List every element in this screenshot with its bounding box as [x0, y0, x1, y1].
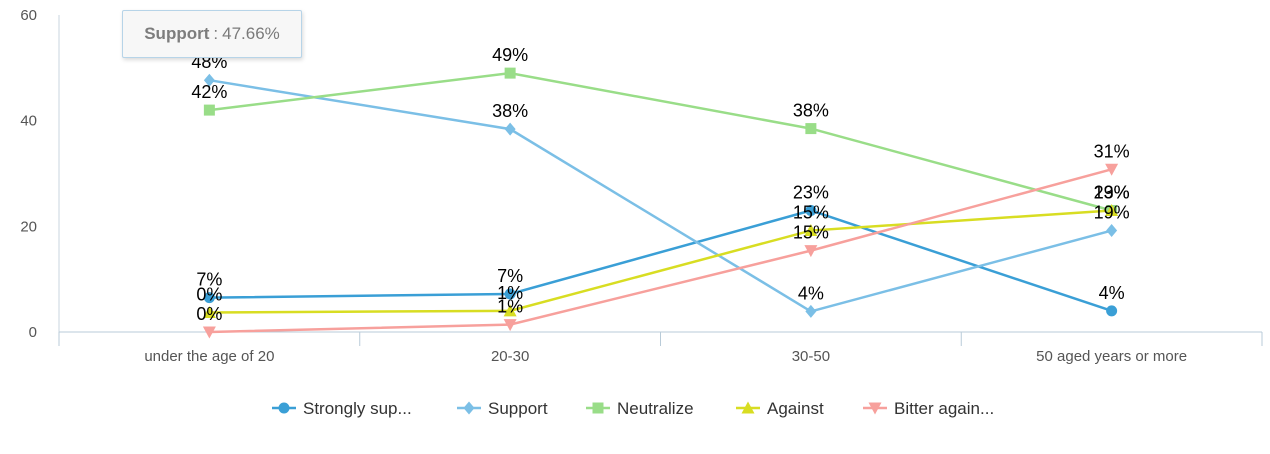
data-point	[1106, 305, 1118, 317]
data-point	[203, 104, 215, 116]
data-label: 38%	[793, 101, 829, 121]
series-line	[209, 71, 1112, 212]
data-point	[804, 224, 818, 237]
data-point	[804, 245, 818, 258]
tooltip-series-name: Support	[144, 24, 210, 43]
x-tick-label: under the age of 20	[144, 348, 274, 365]
data-label: 1%	[497, 297, 523, 317]
data-label: 23%	[793, 182, 829, 202]
legend-marker	[278, 402, 290, 414]
data-point	[202, 326, 216, 339]
x-tick-label: 20-30	[491, 348, 529, 365]
data-point	[203, 292, 215, 304]
data-label: 19%	[1094, 203, 1130, 223]
tooltip-separator: :	[213, 24, 219, 43]
data-point	[805, 204, 817, 216]
legend-label: Neutralize	[617, 399, 694, 418]
data-label: 1%	[497, 283, 523, 303]
x-tick-label: 50 aged years or more	[1036, 348, 1187, 365]
y-tick-label: 40	[20, 113, 37, 130]
y-tick-label: 20	[20, 218, 37, 235]
y-tick-label: 60	[20, 7, 37, 24]
data-point	[805, 123, 817, 135]
data-point	[805, 304, 817, 318]
x-tick-label: 30-50	[792, 348, 830, 365]
data-point	[1105, 203, 1119, 216]
data-label: 38%	[492, 101, 528, 121]
legend-marker	[741, 401, 755, 414]
data-label: 0%	[196, 284, 222, 304]
series-line	[209, 168, 1112, 334]
legend-label: Strongly sup...	[303, 399, 412, 418]
legend-label: Against	[767, 399, 824, 418]
legend-marker	[592, 402, 604, 414]
data-label: 49%	[492, 45, 528, 65]
legend-label: Bitter again...	[894, 399, 994, 418]
data-point	[504, 288, 516, 300]
data-label: 15%	[793, 223, 829, 243]
data-point	[1106, 224, 1118, 238]
data-label: 31%	[1094, 141, 1130, 161]
data-label: 0%	[196, 304, 222, 324]
data-label: 23%	[1094, 182, 1130, 202]
data-label: 4%	[798, 283, 824, 303]
data-label: 19%	[1094, 182, 1130, 202]
data-label: 4%	[1099, 283, 1125, 303]
tooltip-value: 47.66%	[222, 24, 280, 43]
series-line	[209, 209, 1113, 313]
legend-marker	[868, 402, 882, 415]
data-point	[503, 304, 517, 317]
data-point	[202, 305, 216, 318]
data-label: 7%	[196, 270, 222, 290]
data-point	[203, 73, 215, 87]
legend-marker	[463, 401, 475, 415]
tooltip: Support : 47.66%	[122, 10, 302, 58]
data-point	[504, 122, 516, 136]
data-label: 42%	[191, 82, 227, 102]
y-tick-label: 0	[29, 324, 37, 341]
series-line	[209, 78, 1112, 313]
data-point	[1105, 163, 1119, 176]
series-line	[209, 209, 1112, 314]
data-label: 15%	[793, 203, 829, 223]
data-point	[504, 67, 516, 79]
data-label: 7%	[497, 266, 523, 286]
data-point	[503, 319, 517, 332]
legend-label: Support	[488, 399, 548, 418]
